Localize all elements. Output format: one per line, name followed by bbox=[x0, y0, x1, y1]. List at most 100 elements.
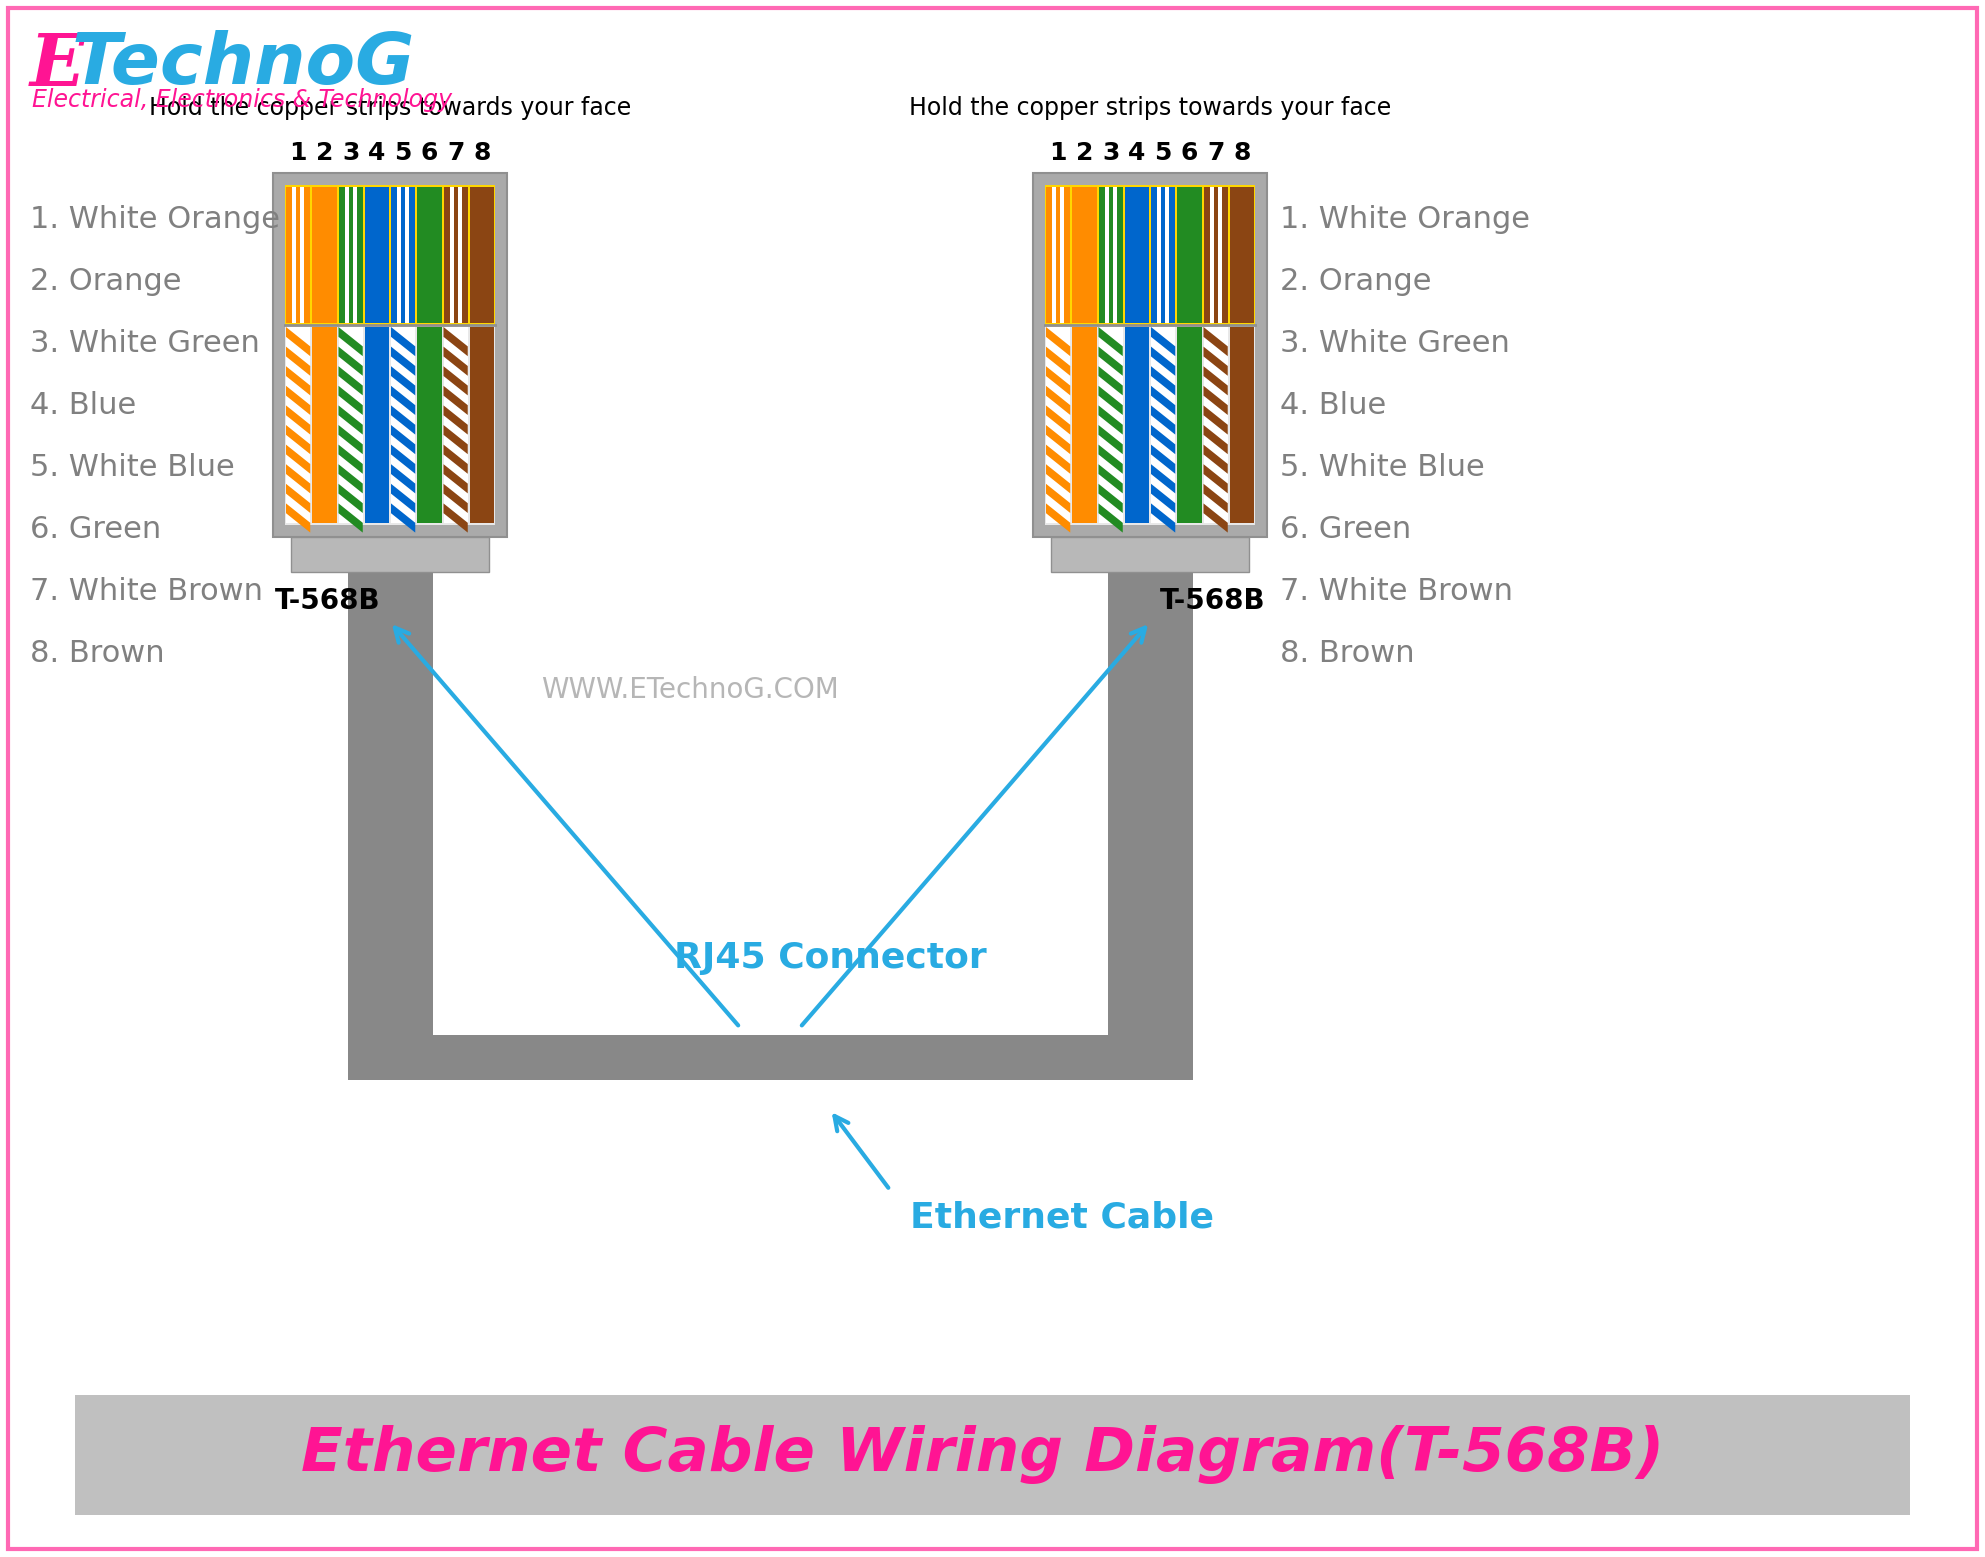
Bar bbox=[339, 187, 363, 322]
Polygon shape bbox=[1151, 425, 1175, 455]
Polygon shape bbox=[443, 347, 468, 375]
Bar bbox=[1125, 187, 1149, 322]
Polygon shape bbox=[1046, 327, 1070, 357]
Text: E: E bbox=[30, 30, 85, 101]
Bar bbox=[470, 187, 494, 322]
Text: 6. Green: 6. Green bbox=[1280, 515, 1411, 543]
Text: 3: 3 bbox=[1102, 142, 1120, 165]
Text: 5. White Blue: 5. White Blue bbox=[1280, 453, 1485, 483]
Bar bbox=[1151, 187, 1175, 322]
Text: 6: 6 bbox=[421, 142, 439, 165]
Bar bbox=[312, 187, 337, 322]
Bar bbox=[365, 327, 389, 523]
Polygon shape bbox=[1098, 425, 1124, 455]
Text: Ethernet Cable: Ethernet Cable bbox=[909, 1200, 1215, 1235]
Bar bbox=[443, 187, 468, 322]
Polygon shape bbox=[443, 484, 468, 512]
Polygon shape bbox=[1098, 464, 1124, 494]
Polygon shape bbox=[1098, 503, 1124, 532]
Polygon shape bbox=[1151, 386, 1175, 416]
Polygon shape bbox=[1046, 445, 1070, 473]
Polygon shape bbox=[1046, 464, 1070, 494]
Polygon shape bbox=[443, 366, 468, 395]
Bar bbox=[353, 187, 357, 322]
Bar bbox=[1098, 187, 1124, 322]
Text: 5: 5 bbox=[395, 142, 411, 165]
Polygon shape bbox=[1046, 425, 1070, 455]
Polygon shape bbox=[286, 386, 310, 416]
Bar bbox=[1032, 173, 1266, 537]
Polygon shape bbox=[339, 503, 363, 532]
Polygon shape bbox=[391, 405, 415, 434]
Text: 7. White Brown: 7. White Brown bbox=[30, 578, 262, 606]
Bar bbox=[449, 187, 455, 322]
Polygon shape bbox=[1203, 503, 1229, 532]
Bar bbox=[443, 327, 468, 523]
Polygon shape bbox=[1098, 405, 1124, 434]
Bar bbox=[1108, 571, 1193, 1081]
Bar bbox=[286, 187, 310, 322]
Bar bbox=[1217, 187, 1221, 322]
Bar bbox=[1044, 185, 1255, 525]
Bar bbox=[1050, 537, 1249, 571]
Polygon shape bbox=[339, 327, 363, 357]
Text: 7: 7 bbox=[1207, 142, 1225, 165]
Text: 6. Green: 6. Green bbox=[30, 515, 161, 543]
Bar bbox=[405, 187, 409, 322]
Polygon shape bbox=[339, 405, 363, 434]
Bar bbox=[391, 187, 415, 322]
Polygon shape bbox=[1046, 405, 1070, 434]
Polygon shape bbox=[286, 445, 310, 473]
Bar bbox=[286, 185, 494, 325]
Polygon shape bbox=[1151, 366, 1175, 395]
Polygon shape bbox=[1046, 347, 1070, 375]
Text: Ethernet Cable Wiring Diagram(T-568B): Ethernet Cable Wiring Diagram(T-568B) bbox=[302, 1426, 1665, 1484]
Bar bbox=[397, 187, 401, 322]
Bar bbox=[1072, 327, 1096, 523]
Polygon shape bbox=[1046, 366, 1070, 395]
Polygon shape bbox=[1203, 464, 1229, 494]
Text: 1. White Orange: 1. White Orange bbox=[1280, 206, 1530, 234]
Bar bbox=[1125, 327, 1149, 523]
Text: 1: 1 bbox=[290, 142, 308, 165]
Polygon shape bbox=[339, 445, 363, 473]
Bar bbox=[365, 187, 389, 322]
Polygon shape bbox=[1203, 366, 1229, 395]
Polygon shape bbox=[1203, 405, 1229, 434]
Bar bbox=[292, 187, 296, 322]
Text: 3. White Green: 3. White Green bbox=[1280, 329, 1511, 358]
Bar bbox=[1165, 187, 1169, 322]
Bar bbox=[391, 327, 415, 523]
Bar bbox=[417, 187, 441, 322]
Polygon shape bbox=[1098, 327, 1124, 357]
Polygon shape bbox=[391, 347, 415, 375]
Bar bbox=[1060, 187, 1064, 322]
Polygon shape bbox=[339, 347, 363, 375]
Text: RJ45 Connector: RJ45 Connector bbox=[673, 940, 987, 975]
Bar bbox=[1046, 327, 1070, 523]
Text: 8. Brown: 8. Brown bbox=[1280, 638, 1415, 668]
Text: 5: 5 bbox=[1155, 142, 1171, 165]
Bar bbox=[1114, 187, 1118, 322]
Text: 4: 4 bbox=[1127, 142, 1145, 165]
Text: 3: 3 bbox=[341, 142, 359, 165]
Bar bbox=[1177, 187, 1201, 322]
Text: 4: 4 bbox=[367, 142, 385, 165]
Bar bbox=[286, 327, 310, 523]
Polygon shape bbox=[1046, 484, 1070, 512]
Text: 6: 6 bbox=[1181, 142, 1199, 165]
Text: Electrical, Electronics & Technology: Electrical, Electronics & Technology bbox=[32, 89, 453, 112]
Polygon shape bbox=[1046, 503, 1070, 532]
Polygon shape bbox=[391, 464, 415, 494]
Bar bbox=[300, 187, 304, 322]
Polygon shape bbox=[1151, 327, 1175, 357]
Bar bbox=[470, 327, 494, 523]
Text: 4. Blue: 4. Blue bbox=[30, 391, 137, 420]
Polygon shape bbox=[443, 386, 468, 416]
Bar bbox=[347, 571, 433, 1081]
Text: T-568B: T-568B bbox=[276, 587, 381, 615]
Polygon shape bbox=[339, 464, 363, 494]
Text: Hold the copper strips towards your face: Hold the copper strips towards your face bbox=[149, 97, 631, 120]
Bar bbox=[345, 187, 349, 322]
Bar bbox=[312, 327, 337, 523]
